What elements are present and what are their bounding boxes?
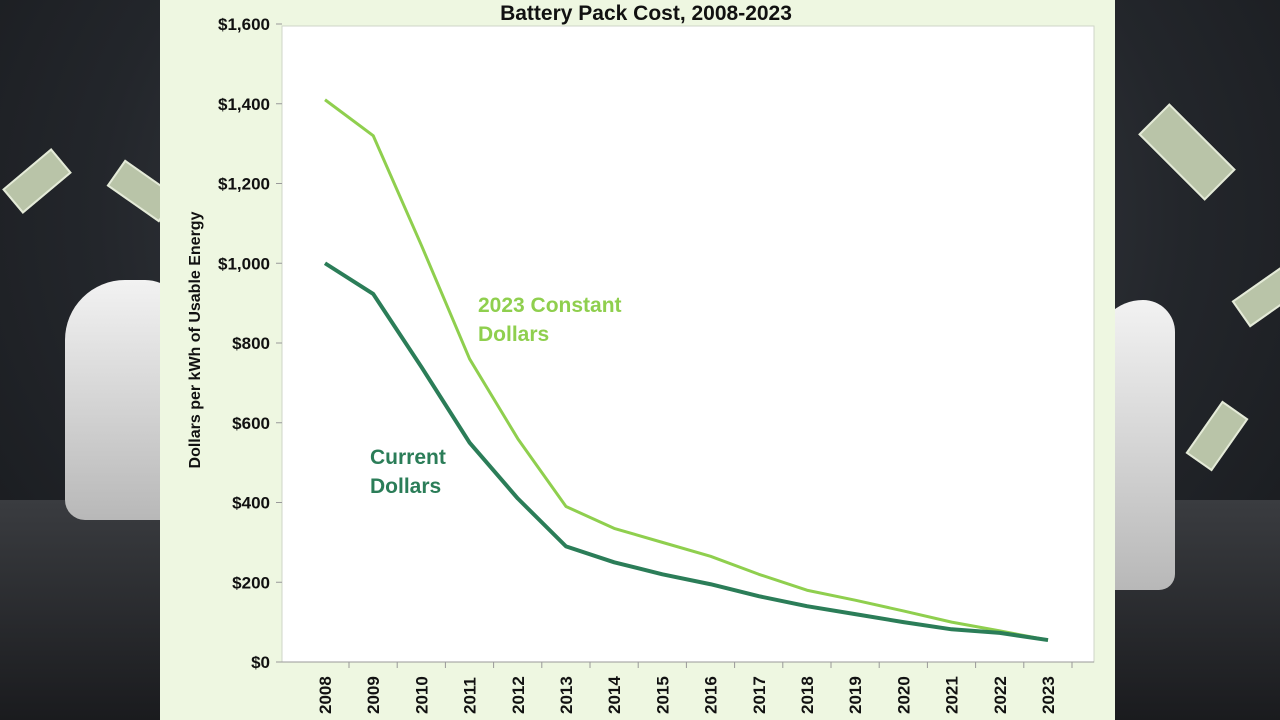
chart-title: Battery Pack Cost, 2008-2023 (500, 2, 792, 25)
x-tick-label: 2017 (750, 676, 769, 714)
y-tick-label: $600 (232, 414, 270, 433)
x-tick-label: 2012 (509, 676, 528, 714)
y-axis-label: Dollars per kWh of Usable Energy (187, 211, 204, 468)
series-label: Current (370, 446, 446, 469)
y-tick-label: $1,000 (218, 254, 270, 273)
x-tick-label: 2008 (316, 676, 335, 714)
x-tick-label: 2016 (702, 676, 721, 714)
y-tick-label: $0 (251, 653, 270, 672)
series-line-current-dollars (323, 261, 1049, 643)
series-label: Dollars (370, 475, 441, 498)
line-chart: Battery Pack Cost, 2008-2023 Dollars per… (187, 2, 1095, 714)
x-tick-label: 2011 (461, 677, 480, 714)
series-label: 2023 Constant (478, 294, 622, 317)
series-label: Dollars (478, 323, 549, 346)
y-tick-label: $1,200 (218, 175, 270, 194)
x-tick-label: 2022 (991, 676, 1010, 714)
x-tick-label: 2018 (798, 676, 817, 714)
x-tick-label: 2015 (653, 676, 672, 714)
x-tick-label: 2020 (894, 676, 913, 714)
plot-area (281, 25, 1095, 663)
x-tick-label: 2009 (364, 676, 383, 714)
x-tick-label: 2014 (605, 676, 624, 714)
x-tick-label: 2021 (943, 676, 962, 714)
y-tick-label: $1,400 (218, 95, 270, 114)
x-tick-label: 2019 (846, 676, 865, 714)
y-tick-label: $800 (232, 334, 270, 353)
x-tick-label: 2013 (557, 676, 576, 714)
chart-panel: Battery Pack Cost, 2008-2023 Dollars per… (160, 0, 1115, 720)
y-tick-label: $1,600 (218, 15, 270, 34)
x-tick-label: 2023 (1039, 676, 1058, 714)
y-tick-label: $400 (232, 494, 270, 513)
y-tick-label: $200 (232, 573, 270, 592)
x-tick-label: 2010 (412, 676, 431, 714)
series-line-constant-dollars (324, 98, 1049, 642)
